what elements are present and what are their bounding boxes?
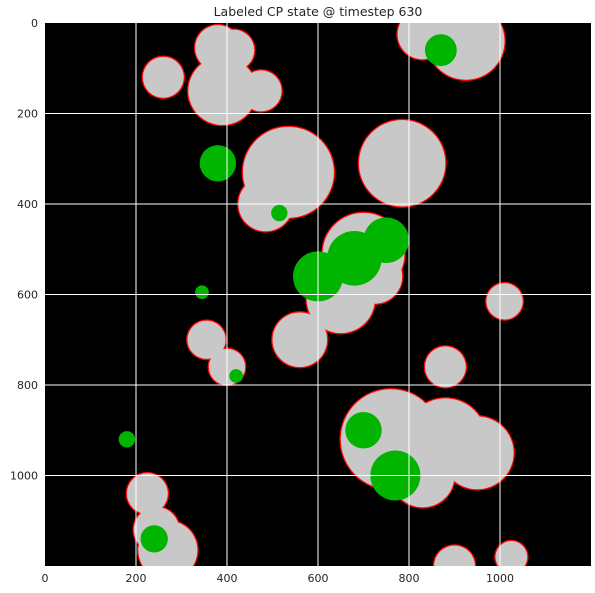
- y-tick-label-1: 200: [17, 108, 38, 121]
- active-spot-8: [195, 285, 209, 300]
- active-spot-5: [345, 412, 382, 449]
- region-4: [240, 70, 282, 112]
- region-7: [358, 120, 446, 207]
- x-tick-label-4: 800: [399, 572, 420, 585]
- active-spot-7: [140, 525, 168, 553]
- active-spot-10: [118, 431, 136, 448]
- active-spot-0: [199, 145, 237, 182]
- y-tick-label-5: 1000: [10, 470, 38, 483]
- x-tick-label-2: 400: [217, 572, 238, 585]
- active-spot-3: [363, 217, 409, 263]
- x-tick-label-1: 200: [126, 572, 147, 585]
- x-tick-label-5: 1000: [486, 572, 514, 585]
- region-22: [126, 473, 168, 515]
- y-tick-label-2: 400: [17, 198, 38, 211]
- x-tick-label-3: 600: [308, 572, 329, 585]
- region-3: [188, 56, 257, 125]
- region-14: [486, 283, 523, 320]
- y-tick-label-4: 800: [17, 379, 38, 392]
- x-tick-label-0: 0: [42, 572, 49, 585]
- y-tick-label-0: 0: [31, 17, 38, 30]
- region-15: [187, 320, 226, 359]
- region-26: [434, 545, 475, 566]
- region-13: [272, 312, 328, 368]
- active-spot-6: [424, 34, 457, 67]
- region-25: [495, 541, 528, 566]
- y-tick-label-3: 600: [17, 289, 38, 302]
- region-0: [142, 56, 184, 98]
- region-20: [440, 416, 514, 490]
- chart-title: Labeled CP state @ timestep 630: [213, 4, 423, 19]
- active-spot-11: [229, 369, 243, 383]
- region-17: [424, 346, 466, 388]
- regions-layer: [118, 23, 529, 566]
- active-spot-9: [271, 204, 288, 222]
